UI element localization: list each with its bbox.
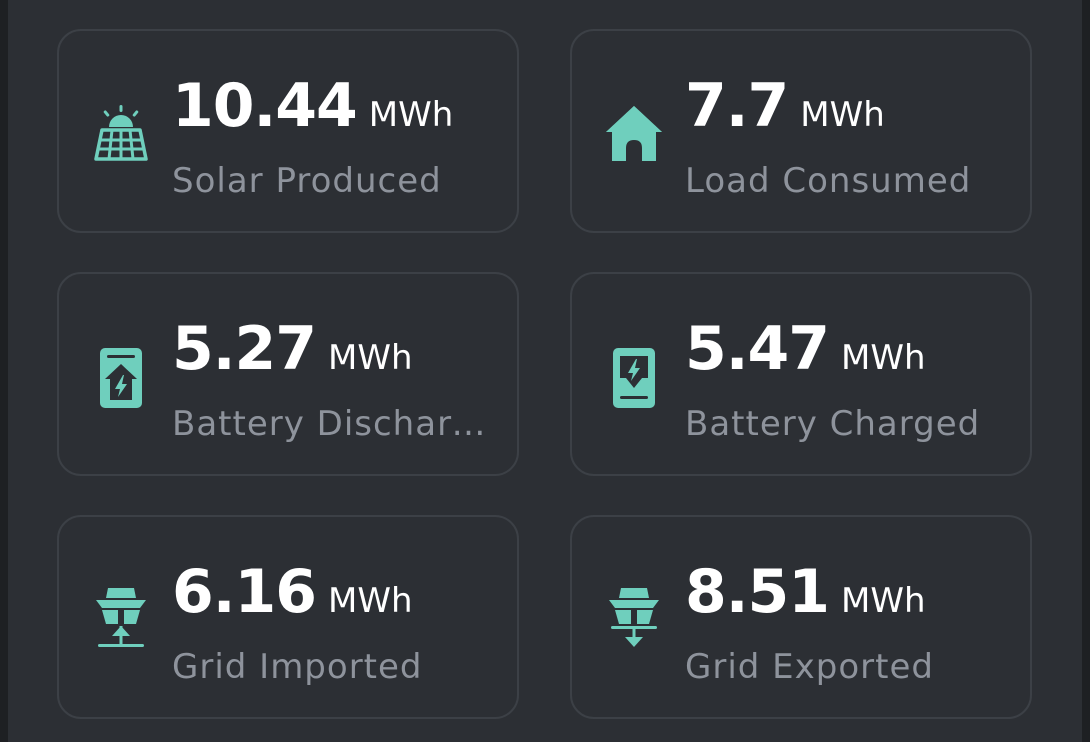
battery-discharged-label: Battery Discharged: [172, 404, 492, 444]
battery-charge-icon: [602, 346, 666, 410]
battery-discharged-value: 5.27: [172, 314, 317, 384]
value-row: 10.44 MWh: [172, 71, 453, 141]
load-consumed-label: Load Consumed: [685, 161, 972, 201]
grid-imported-label: Grid Imported: [172, 647, 423, 687]
value-row: 8.51 MWh: [685, 557, 926, 627]
battery-charged-label: Battery Charged: [685, 404, 981, 444]
value-row: 5.47 MWh: [685, 314, 926, 384]
grid-imported-card[interactable]: 6.16 MWh Grid Imported: [57, 515, 519, 719]
grid-export-icon: [602, 585, 666, 649]
solar-produced-value: 10.44: [172, 71, 358, 141]
value-row: 6.16 MWh: [172, 557, 413, 627]
grid-exported-card[interactable]: 8.51 MWh Grid Exported: [570, 515, 1032, 719]
solar-panel-icon: [89, 101, 153, 165]
grid-exported-value: 8.51: [685, 557, 830, 627]
battery-discharge-icon: [89, 346, 153, 410]
load-consumed-value: 7.7: [685, 71, 789, 141]
energy-summary-panel: 10.44 MWh Solar Produced 7.7 MWh Load Co…: [8, 0, 1082, 742]
battery-discharged-card[interactable]: 5.27 MWh Battery Discharged: [57, 272, 519, 476]
value-row: 5.27 MWh: [172, 314, 413, 384]
grid-exported-unit: MWh: [841, 581, 926, 621]
battery-charged-value: 5.47: [685, 314, 830, 384]
grid-imported-unit: MWh: [328, 581, 413, 621]
value-row: 7.7 MWh: [685, 71, 885, 141]
solar-produced-card[interactable]: 10.44 MWh Solar Produced: [57, 29, 519, 233]
home-icon: [602, 101, 666, 165]
grid-exported-label: Grid Exported: [685, 647, 934, 687]
battery-charged-card[interactable]: 5.47 MWh Battery Charged: [570, 272, 1032, 476]
solar-produced-label: Solar Produced: [172, 161, 442, 201]
battery-discharged-unit: MWh: [328, 338, 413, 378]
grid-imported-value: 6.16: [172, 557, 317, 627]
grid-import-icon: [89, 585, 153, 649]
battery-charged-unit: MWh: [841, 338, 926, 378]
load-consumed-unit: MWh: [800, 95, 885, 135]
solar-produced-unit: MWh: [368, 95, 454, 135]
load-consumed-card[interactable]: 7.7 MWh Load Consumed: [570, 29, 1032, 233]
